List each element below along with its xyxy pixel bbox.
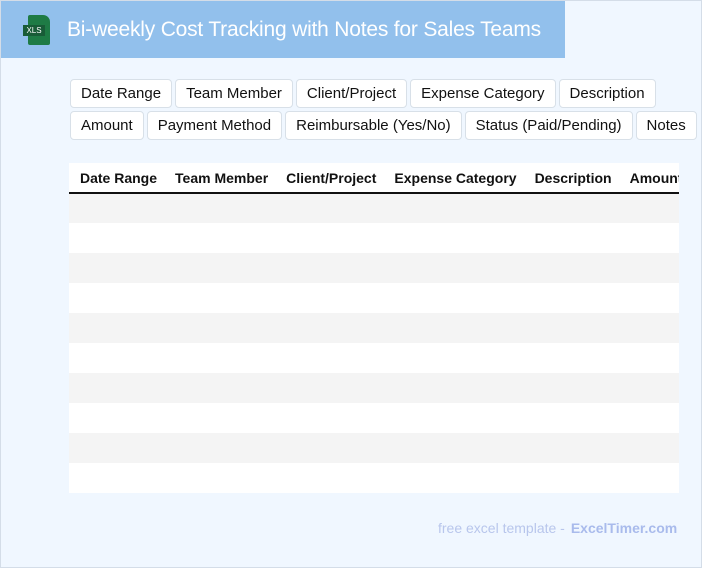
- table-row: [69, 373, 679, 403]
- table-cell[interactable]: [383, 343, 523, 373]
- table-cell[interactable]: [383, 223, 523, 253]
- table-row: [69, 193, 679, 223]
- column-chip[interactable]: Description: [558, 79, 656, 108]
- table-cell[interactable]: [618, 313, 679, 343]
- table-cell[interactable]: [275, 253, 384, 283]
- column-chip[interactable]: Payment Method: [146, 111, 283, 140]
- table-cell[interactable]: [524, 403, 619, 433]
- table-cell[interactable]: [275, 223, 383, 253]
- column-chip[interactable]: Status (Paid/Pending): [464, 111, 633, 140]
- table-row: [69, 463, 679, 493]
- table-cell[interactable]: [164, 433, 276, 463]
- table-cell[interactable]: [164, 373, 276, 403]
- column-chip[interactable]: Reimbursable (Yes/No): [285, 111, 462, 140]
- table-cell[interactable]: [69, 373, 165, 403]
- table-row: [69, 313, 679, 343]
- table-row: [69, 253, 679, 283]
- table-cell[interactable]: [164, 403, 275, 433]
- table-row: [69, 403, 679, 433]
- table-cell[interactable]: [523, 373, 619, 403]
- footer-text: free excel template -: [438, 520, 565, 536]
- table-cell[interactable]: [619, 463, 679, 493]
- table-cell[interactable]: [69, 193, 165, 223]
- table-cell[interactable]: [164, 313, 276, 343]
- table-row: [69, 223, 679, 253]
- table-cell[interactable]: [69, 253, 165, 283]
- table-cell[interactable]: [275, 313, 384, 343]
- table-cell[interactable]: [164, 283, 275, 313]
- table-row: [69, 343, 679, 373]
- table-cell[interactable]: [524, 463, 619, 493]
- table-cell[interactable]: [275, 373, 384, 403]
- table-cell[interactable]: [69, 313, 165, 343]
- column-header: Expense Category: [383, 163, 524, 194]
- column-header: Team Member: [164, 163, 276, 194]
- table-cell[interactable]: [383, 193, 524, 223]
- table-cell[interactable]: [524, 283, 619, 313]
- table-cell[interactable]: [275, 343, 383, 373]
- table-cell[interactable]: [523, 433, 619, 463]
- table-cell[interactable]: [383, 403, 523, 433]
- table-cell[interactable]: [69, 403, 164, 433]
- xls-file-icon: XLS: [23, 14, 51, 45]
- table-cell[interactable]: [69, 223, 164, 253]
- cost-table: Date Range Team Member Client/Project Expen…: [69, 163, 679, 493]
- table-cell[interactable]: [619, 403, 679, 433]
- table-cell[interactable]: [523, 253, 619, 283]
- table-cell[interactable]: [275, 283, 383, 313]
- table-cell[interactable]: [383, 433, 524, 463]
- table-cell[interactable]: [69, 343, 164, 373]
- title-banner: XLS Bi-weekly Cost Tracking with Notes f…: [1, 1, 565, 58]
- column-header: Description: [523, 163, 619, 194]
- table-cell[interactable]: [523, 313, 619, 343]
- footer: free excel template - ExcelTimer.com: [438, 520, 677, 536]
- table-row: [69, 283, 679, 313]
- page-title: Bi-weekly Cost Tracking with Notes for S…: [67, 17, 541, 41]
- column-chip[interactable]: Team Member: [175, 79, 293, 108]
- column-chip[interactable]: Expense Category: [410, 79, 556, 108]
- table-cell[interactable]: [523, 193, 619, 223]
- table-cell[interactable]: [69, 433, 165, 463]
- table-row: [69, 433, 679, 463]
- table-cell[interactable]: [164, 253, 276, 283]
- table-cell[interactable]: [619, 343, 679, 373]
- column-chip[interactable]: Notes: [635, 111, 697, 140]
- column-header: Client/Project: [275, 163, 384, 194]
- table-cell[interactable]: [618, 193, 679, 223]
- table-cell[interactable]: [164, 223, 275, 253]
- column-chip[interactable]: Date Range: [70, 79, 173, 108]
- table-cell[interactable]: [618, 373, 679, 403]
- table-cell[interactable]: [275, 463, 383, 493]
- table-cell[interactable]: [275, 403, 383, 433]
- column-chip[interactable]: Client/Project: [295, 79, 408, 108]
- table-cell[interactable]: [383, 463, 523, 493]
- column-header: Amount: [618, 163, 679, 194]
- table-cell[interactable]: [618, 253, 679, 283]
- table-cell[interactable]: [164, 193, 276, 223]
- table-cell[interactable]: [619, 283, 679, 313]
- table-cell[interactable]: [69, 283, 164, 313]
- table-cell[interactable]: [275, 433, 384, 463]
- table-cell[interactable]: [275, 193, 384, 223]
- column-chip[interactable]: Amount: [70, 111, 144, 140]
- table-cell[interactable]: [383, 313, 524, 343]
- table-cell[interactable]: [164, 343, 275, 373]
- table-cell[interactable]: [524, 343, 619, 373]
- table-cell[interactable]: [383, 373, 524, 403]
- table-cell[interactable]: [164, 463, 275, 493]
- table-cell[interactable]: [524, 223, 619, 253]
- table-cell[interactable]: [383, 283, 523, 313]
- table-cell[interactable]: [383, 253, 524, 283]
- table-cell[interactable]: [619, 223, 679, 253]
- column-chips: Date Range Team Member Client/Project Expen…: [70, 79, 700, 143]
- table-cell[interactable]: [618, 433, 679, 463]
- table-cell[interactable]: [69, 463, 164, 493]
- column-header: Date Range: [69, 163, 165, 194]
- footer-brand-link[interactable]: ExcelTimer.com: [570, 520, 678, 536]
